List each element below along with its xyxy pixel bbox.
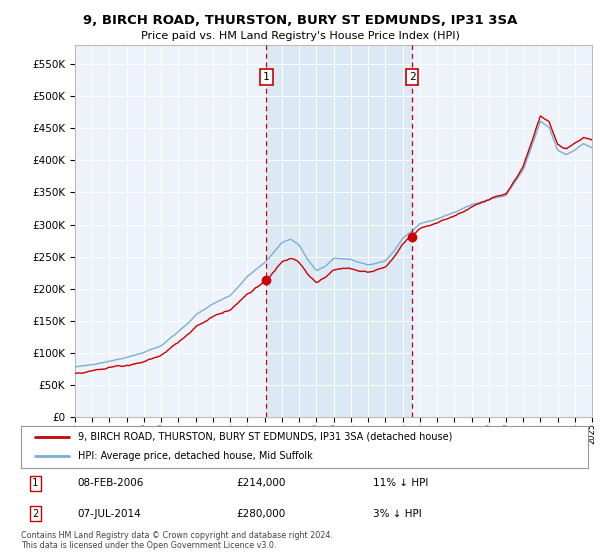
Bar <box>266 45 412 417</box>
Text: £280,000: £280,000 <box>236 508 286 519</box>
Text: 07-JUL-2014: 07-JUL-2014 <box>78 508 142 519</box>
Text: Price paid vs. HM Land Registry's House Price Index (HPI): Price paid vs. HM Land Registry's House … <box>140 31 460 41</box>
Text: 3% ↓ HPI: 3% ↓ HPI <box>373 508 421 519</box>
Text: 9, BIRCH ROAD, THURSTON, BURY ST EDMUNDS, IP31 3SA (detached house): 9, BIRCH ROAD, THURSTON, BURY ST EDMUNDS… <box>78 432 452 442</box>
Text: 9, BIRCH ROAD, THURSTON, BURY ST EDMUNDS, IP31 3SA: 9, BIRCH ROAD, THURSTON, BURY ST EDMUNDS… <box>83 14 517 27</box>
Text: HPI: Average price, detached house, Mid Suffolk: HPI: Average price, detached house, Mid … <box>78 451 313 461</box>
Text: 2: 2 <box>409 72 415 82</box>
Text: 08-FEB-2006: 08-FEB-2006 <box>78 478 144 488</box>
Text: 1: 1 <box>263 72 270 82</box>
Text: 11% ↓ HPI: 11% ↓ HPI <box>373 478 428 488</box>
Text: £214,000: £214,000 <box>236 478 286 488</box>
Text: Contains HM Land Registry data © Crown copyright and database right 2024.
This d: Contains HM Land Registry data © Crown c… <box>21 531 333 550</box>
Text: 1: 1 <box>32 478 38 488</box>
Text: 2: 2 <box>32 508 38 519</box>
